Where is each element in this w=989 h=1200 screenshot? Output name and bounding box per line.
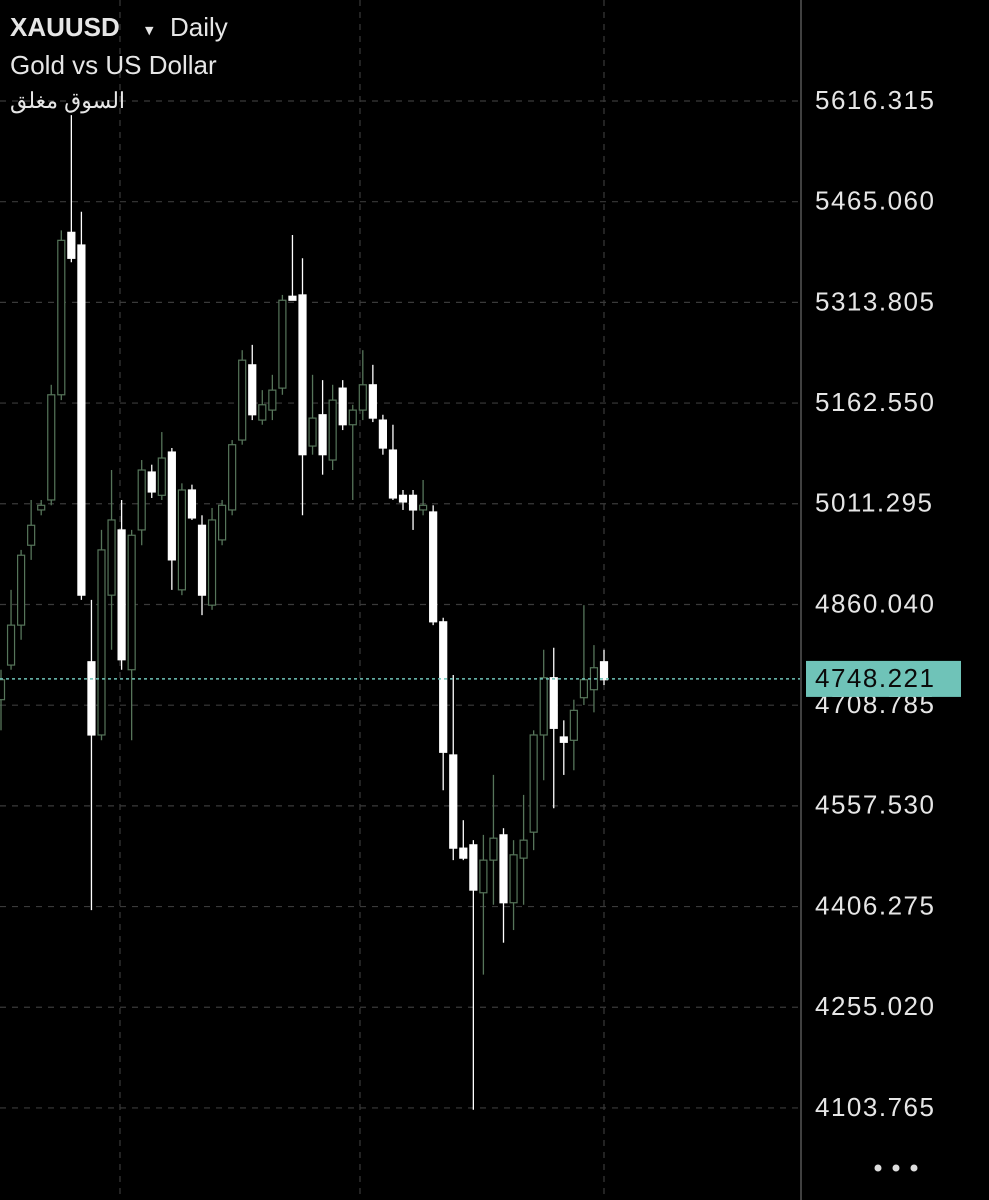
candle-body — [459, 847, 468, 859]
candle-body — [449, 754, 458, 849]
y-tick-label: 4860.040 — [815, 588, 935, 618]
candle-body — [288, 295, 297, 301]
candle-body — [97, 549, 106, 736]
more-menu[interactable] — [874, 1164, 918, 1172]
y-tick-label: 4557.530 — [815, 790, 935, 820]
candle-body — [328, 399, 337, 461]
candle-body — [278, 299, 287, 389]
menu-dot — [910, 1164, 918, 1172]
candle-body — [539, 677, 548, 736]
candle-body — [348, 409, 357, 426]
candle-body — [258, 404, 267, 421]
y-tick-label: 5162.550 — [815, 387, 935, 417]
candle-body — [549, 677, 558, 729]
candle-body — [107, 519, 116, 596]
candle-body — [388, 449, 398, 499]
y-tick-label: 4406.275 — [815, 890, 935, 920]
candle-body — [0, 679, 6, 701]
y-tick-label: 4255.020 — [815, 991, 935, 1021]
candle-body — [6, 624, 16, 666]
y-tick-label: 5313.805 — [815, 286, 935, 316]
candle-body — [509, 854, 518, 904]
candle-body — [489, 837, 498, 861]
candle-body — [318, 414, 327, 456]
candle-body — [519, 839, 528, 859]
y-tick-label: 5011.295 — [815, 488, 934, 518]
candle-body — [197, 524, 207, 596]
candle-body — [248, 364, 257, 416]
last-price-label: 4748.221 — [815, 663, 935, 693]
candle-body — [378, 419, 387, 449]
candle-body — [268, 389, 277, 411]
symbol-dropdown-icon[interactable]: ▾ — [145, 20, 154, 39]
last-price-box — [806, 660, 961, 697]
candle-body — [27, 524, 36, 546]
y-tick-label: 5616.315 — [815, 85, 935, 115]
candle-body — [408, 494, 418, 511]
y-tick-label: 4103.765 — [815, 1092, 935, 1122]
candle-body — [87, 661, 96, 736]
price-axis: 5616.315 5465.060 5313.805 5162.550 5011.295… — [806, 85, 961, 1122]
menu-dot — [874, 1164, 882, 1172]
y-tick-label: 5465.060 — [815, 186, 935, 216]
candle-body — [338, 387, 347, 426]
candle-body — [439, 621, 448, 753]
candle-body — [177, 489, 186, 591]
candle-body — [579, 679, 589, 699]
menu-dot — [892, 1164, 900, 1172]
candle-body — [559, 736, 568, 743]
candle-body — [47, 394, 56, 501]
candle-body — [17, 554, 26, 626]
interval[interactable]: Daily — [170, 12, 228, 42]
candle-body — [298, 294, 307, 456]
candle-body — [499, 834, 508, 904]
candle-body — [238, 359, 247, 441]
candle-body — [398, 494, 408, 503]
candle-body — [137, 469, 146, 531]
candle-body — [157, 457, 166, 496]
candle-body — [187, 489, 197, 519]
candle-body — [77, 244, 86, 596]
candle-body — [419, 504, 428, 511]
candle-body — [469, 844, 478, 891]
candle-body — [308, 417, 317, 447]
candle-body — [37, 504, 46, 511]
candle-body — [218, 504, 227, 541]
candle-body — [569, 709, 578, 741]
candle-body — [167, 451, 176, 561]
candle-body — [529, 734, 538, 833]
candle-body — [358, 384, 367, 411]
candle-body — [228, 444, 237, 511]
candle-body — [117, 529, 126, 661]
candle-body — [429, 511, 438, 623]
symbol: XAUUSD — [10, 12, 120, 42]
candles — [0, 115, 609, 1110]
candle-body — [599, 661, 609, 681]
candle-body — [67, 231, 76, 259]
candle-body — [207, 519, 217, 606]
candle-body — [57, 239, 66, 396]
candle-body — [368, 384, 377, 419]
candle-body — [147, 471, 156, 493]
subtitle: Gold vs US Dollar — [10, 50, 217, 80]
market-status: السوق مغلق — [10, 88, 125, 114]
candle-body — [479, 859, 488, 894]
candle-body — [127, 534, 136, 671]
